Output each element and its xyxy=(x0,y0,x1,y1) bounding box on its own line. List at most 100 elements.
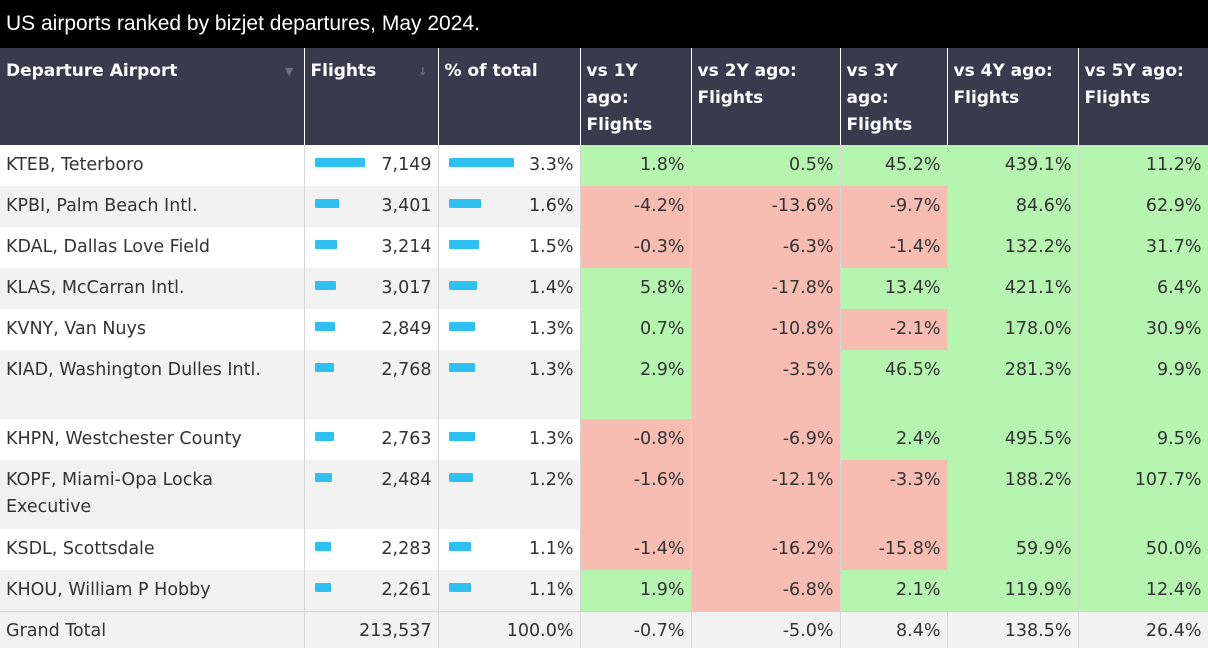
vs3-cell: 46.5% xyxy=(840,350,948,419)
pct-cell: 1.6% xyxy=(438,186,581,227)
table-row: KHOU, William P Hobby 2,261 1.1% 1.9% -6.8% 2… xyxy=(0,570,1208,611)
pct-cell: 1.1% xyxy=(438,529,581,570)
col-header-vs1[interactable]: vs 1Y ago: Flights xyxy=(580,48,692,145)
col-header-vs3[interactable]: vs 3Y ago: Flights xyxy=(840,48,948,145)
grand-total-pct: 100.0% xyxy=(438,610,581,648)
airport-cell: KSDL, Scottsdale xyxy=(0,529,305,570)
flights-bar xyxy=(314,542,331,551)
vs4-cell: 439.1% xyxy=(947,145,1079,186)
flights-value: 2,849 xyxy=(381,319,432,339)
flights-bar xyxy=(314,363,334,372)
vs5-cell: 50.0% xyxy=(1078,529,1208,570)
col-header-label: vs 5Y ago: Flights xyxy=(1084,61,1184,108)
vs3-cell: -2.1% xyxy=(840,309,948,350)
flights-value: 3,214 xyxy=(381,237,432,257)
col-header-airport[interactable]: Departure Airport ▼ xyxy=(0,48,305,145)
pct-bar xyxy=(448,240,479,249)
airport-cell: KIAD, Washington Dulles Intl. xyxy=(0,350,305,419)
flights-value: 2,763 xyxy=(381,429,432,449)
table-row: KHPN, Westchester County 2,763 1.3% -0.8% -6… xyxy=(0,419,1208,460)
flights-cell: 2,261 xyxy=(304,570,439,611)
pct-bar xyxy=(448,473,473,482)
col-header-vs2[interactable]: vs 2Y ago: Flights xyxy=(691,48,841,145)
vs3-cell: -9.7% xyxy=(840,186,948,227)
pct-value: 1.3% xyxy=(529,319,574,339)
vs1-cell: 5.8% xyxy=(580,268,692,309)
table-row: KPBI, Palm Beach Intl. 3,401 1.6% -4.2% -13.… xyxy=(0,186,1208,227)
flights-cell: 2,849 xyxy=(304,309,439,350)
flights-cell: 3,017 xyxy=(304,268,439,309)
col-header-vs5[interactable]: vs 5Y ago: Flights xyxy=(1078,48,1208,145)
vs3-cell: 2.4% xyxy=(840,419,948,460)
flights-cell: 2,768 xyxy=(304,350,439,419)
vs4-cell: 281.3% xyxy=(947,350,1079,419)
flights-bar xyxy=(314,583,331,592)
pct-bar xyxy=(448,199,481,208)
vs3-cell: -1.4% xyxy=(840,227,948,268)
flights-bar xyxy=(314,240,337,249)
vs2-cell: -12.1% xyxy=(691,460,841,529)
vs1-cell: -4.2% xyxy=(580,186,692,227)
pct-value: 3.3% xyxy=(529,155,574,175)
pct-value: 1.1% xyxy=(529,580,574,600)
col-header-vs4[interactable]: vs 4Y ago: Flights xyxy=(947,48,1079,145)
vs4-cell: 178.0% xyxy=(947,309,1079,350)
col-header-label: vs 3Y ago: Flights xyxy=(846,61,913,135)
pct-cell: 1.1% xyxy=(438,570,581,611)
flights-cell: 7,149 xyxy=(304,145,439,186)
grand-total-row: Grand Total 213,537 100.0% -0.7% -5.0% 8… xyxy=(0,610,1208,648)
vs5-cell: 30.9% xyxy=(1078,309,1208,350)
vs2-cell: -6.8% xyxy=(691,570,841,611)
pct-bar xyxy=(448,583,471,592)
table-row: KTEB, Teterboro 7,149 3.3% 1.8% 0.5% 45.2% 439… xyxy=(0,145,1208,186)
vs1-cell: -1.6% xyxy=(580,460,692,529)
table-row: KLAS, McCarran Intl. 3,017 1.4% 5.8% -17.8% 1… xyxy=(0,268,1208,309)
filter-icon[interactable]: ▼ xyxy=(285,65,294,78)
vs1-cell: 1.9% xyxy=(580,570,692,611)
pct-bar xyxy=(448,281,477,290)
flights-value: 2,283 xyxy=(381,539,432,559)
vs2-cell: 0.5% xyxy=(691,145,841,186)
airport-cell: KLAS, McCarran Intl. xyxy=(0,268,305,309)
col-header-label: Flights xyxy=(310,61,377,81)
pct-cell: 1.3% xyxy=(438,350,581,419)
pct-cell: 1.5% xyxy=(438,227,581,268)
table-row: KDAL, Dallas Love Field 3,214 1.5% -0.3% -6.… xyxy=(0,227,1208,268)
vs5-cell: 11.2% xyxy=(1078,145,1208,186)
col-header-flights[interactable]: Flights ↓ xyxy=(304,48,439,145)
pct-value: 1.4% xyxy=(529,278,574,298)
pct-cell: 1.4% xyxy=(438,268,581,309)
pct-bar xyxy=(448,363,475,372)
col-header-label: vs 4Y ago: Flights xyxy=(953,61,1053,108)
flights-bar xyxy=(314,322,335,331)
pct-cell: 3.3% xyxy=(438,145,581,186)
pct-cell: 1.3% xyxy=(438,309,581,350)
flights-value: 2,768 xyxy=(381,360,432,380)
airport-cell: KHOU, William P Hobby xyxy=(0,570,305,611)
grand-total-vs3: 8.4% xyxy=(840,610,948,648)
airport-cell: KVNY, Van Nuys xyxy=(0,309,305,350)
vs2-cell: -17.8% xyxy=(691,268,841,309)
vs5-cell: 107.7% xyxy=(1078,460,1208,529)
vs5-cell: 9.5% xyxy=(1078,419,1208,460)
header-row: Departure Airport ▼ Flights ↓ % of total v… xyxy=(0,48,1208,145)
col-header-label: vs 2Y ago: Flights xyxy=(697,61,797,108)
flights-bar xyxy=(314,432,334,441)
vs2-cell: -16.2% xyxy=(691,529,841,570)
airport-cell: KPBI, Palm Beach Intl. xyxy=(0,186,305,227)
airport-cell: KOPF, Miami-Opa Locka Executive xyxy=(0,460,305,529)
vs3-cell: -3.3% xyxy=(840,460,948,529)
airport-cell: KTEB, Teterboro xyxy=(0,145,305,186)
vs4-cell: 421.1% xyxy=(947,268,1079,309)
grand-total-vs1: -0.7% xyxy=(580,610,692,648)
flights-bar xyxy=(314,281,336,290)
flights-cell: 3,214 xyxy=(304,227,439,268)
flights-value: 3,401 xyxy=(381,196,432,216)
col-header-pct[interactable]: % of total xyxy=(438,48,581,145)
flights-bar xyxy=(314,473,332,482)
flights-value: 7,149 xyxy=(381,155,432,175)
sort-desc-icon[interactable]: ↓ xyxy=(418,65,428,78)
pct-bar xyxy=(448,432,475,441)
vs5-cell: 6.4% xyxy=(1078,268,1208,309)
vs4-cell: 59.9% xyxy=(947,529,1079,570)
